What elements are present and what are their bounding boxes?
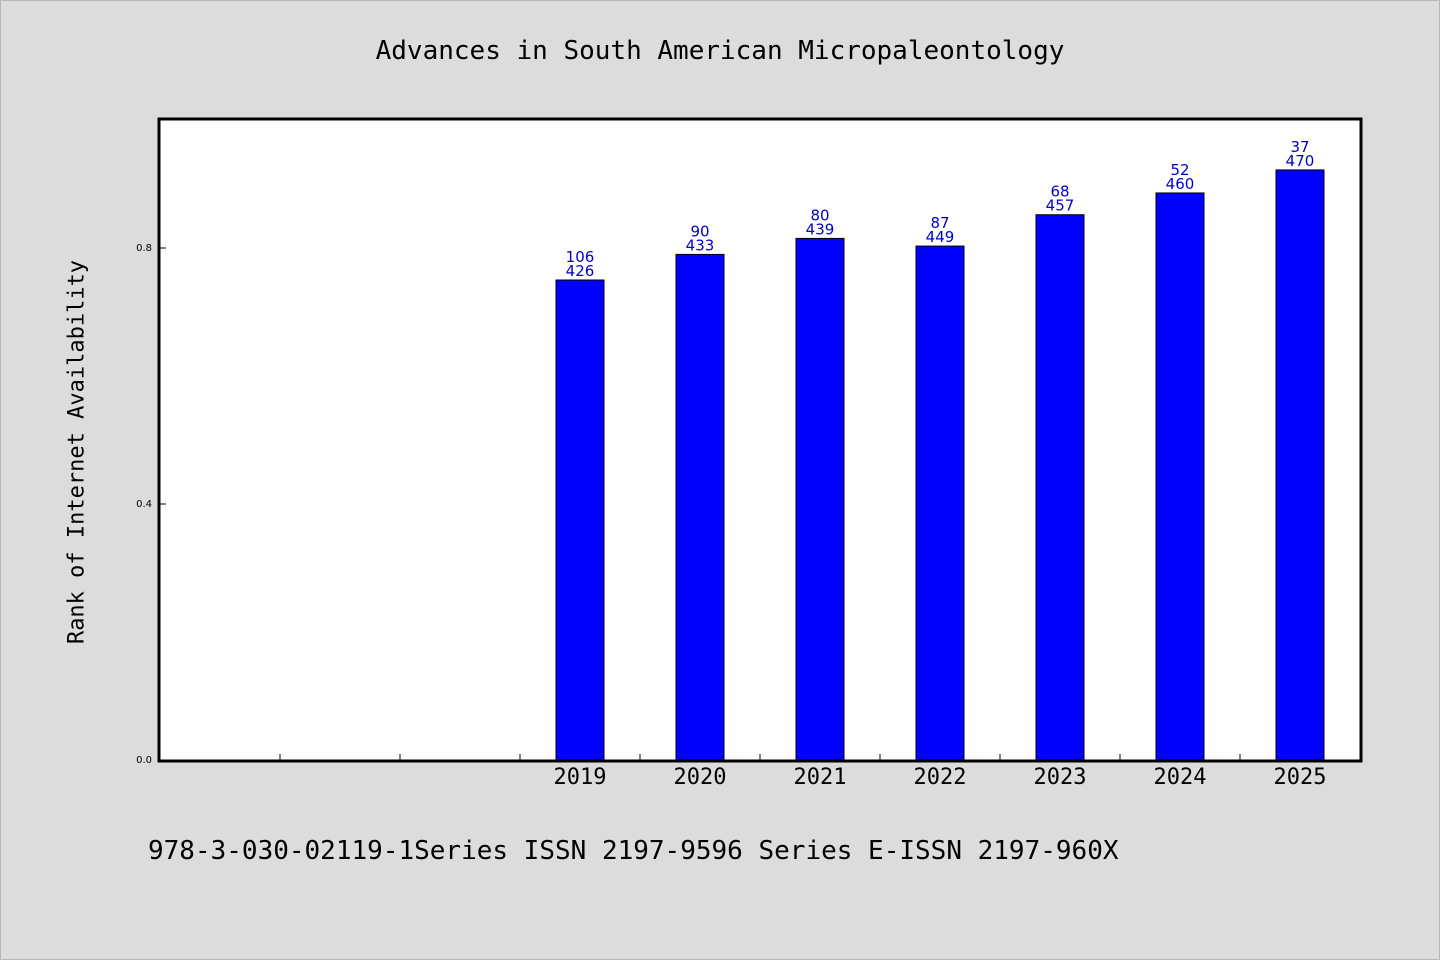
x-tick-label: 2023 [1034,765,1087,790]
chart-title: Advances in South American Micropaleonto… [375,36,1065,66]
bar-label-bottom: 457 [1046,197,1075,215]
bar [1035,214,1085,761]
bar-label-bottom: 433 [686,236,715,254]
bar [555,279,605,761]
bar-label-top: 68 [1050,183,1069,201]
y-tick-label: 0.4 [136,499,152,510]
bar-label-bottom: 460 [1166,175,1195,193]
x-tick-label: 2019 [554,765,607,790]
bar [1155,192,1205,761]
x-tick-label: 2025 [1274,765,1327,790]
x-tick-label: 2021 [794,765,847,790]
bar-label-bottom: 426 [566,262,595,280]
y-tick-label: 0.8 [136,243,152,254]
bar-label-top: 87 [930,214,949,232]
y-tick-label: 0.0 [136,755,152,766]
bar [795,237,845,761]
y-axis: 0.0 0.4 0.8 [136,243,166,766]
x-tick-label: 2020 [674,765,727,790]
bar-label-top: 37 [1290,138,1309,156]
bar-label-bottom: 439 [806,220,835,238]
x-tick-label: 2024 [1154,765,1207,790]
x-axis: 2019 2020 2021 2022 2023 2024 2025 [279,754,1327,790]
isbn-issn-footer: 978-3-030-02119-1Series ISSN 2197-9596 S… [148,836,1119,866]
bar [915,245,965,761]
x-tick-label: 2022 [914,765,967,790]
bar [675,253,725,761]
bar-label-top: 90 [690,222,709,240]
bar [1275,169,1325,761]
bar-label-top: 80 [810,206,829,224]
bar-label-top: 106 [566,248,595,266]
bar-label-bottom: 449 [926,228,955,246]
bar-label-top: 52 [1170,161,1189,179]
bar-label-bottom: 470 [1286,152,1315,170]
